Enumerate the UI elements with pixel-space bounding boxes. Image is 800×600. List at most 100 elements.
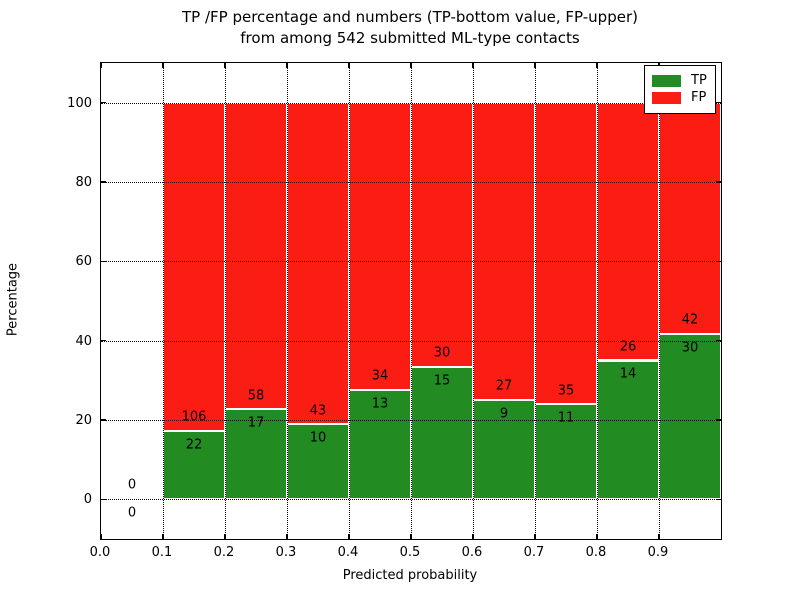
x-axis-label: Predicted probability — [342, 568, 478, 583]
x-tick-bottom — [100, 534, 102, 539]
fp-count-label: 58 — [247, 388, 265, 404]
x-tick-label: 0.1 — [151, 545, 173, 560]
fp-swatch-icon — [652, 92, 681, 104]
bar-fp-segment — [287, 102, 349, 425]
x-tick-top — [224, 63, 226, 68]
fp-count-label: 27 — [495, 378, 513, 394]
bar-fp-segment — [597, 102, 659, 361]
bar-fp-segment — [473, 102, 535, 401]
legend-label: FP — [691, 90, 707, 105]
y-tick-label: 20 — [75, 413, 92, 428]
x-gridline — [287, 63, 288, 539]
tp-count-label: 10 — [309, 430, 327, 446]
legend-label: TP — [691, 73, 707, 88]
tp-count-label: 11 — [557, 410, 575, 426]
x-tick-bottom — [348, 534, 350, 539]
legend-item: FP — [652, 91, 707, 105]
bar-tp-segment — [225, 409, 287, 500]
y-gridline — [101, 340, 721, 342]
y-tick-left — [101, 339, 106, 342]
y-tick-right — [716, 419, 721, 421]
plot-area: 0 0 106 22 58 17 43 10 34 13 30 15 27 9 35 11 26 14 42 30 — [100, 62, 722, 540]
bar-fp-segment — [411, 102, 473, 368]
y-tick-right — [716, 101, 721, 104]
x-tick-bottom — [286, 534, 288, 539]
tp-swatch-icon — [652, 75, 681, 87]
bar-fp-segment — [163, 102, 225, 432]
tp-count-label: 13 — [371, 396, 389, 411]
y-gridline — [101, 420, 721, 421]
x-tick-top — [348, 63, 350, 68]
x-gridline — [659, 63, 660, 539]
y-tick-right — [716, 181, 721, 183]
x-tick-top — [472, 63, 474, 68]
y-gridline — [101, 261, 721, 263]
tp-count-label: 17 — [247, 415, 265, 431]
x-tick-top — [286, 63, 288, 68]
x-gridline — [473, 63, 474, 539]
x-tick-label: 0.3 — [275, 545, 297, 560]
y-tick-label: 0 — [83, 492, 92, 508]
x-tick-label: 0.0 — [89, 545, 111, 560]
tp-count-label: 9 — [499, 406, 509, 422]
x-gridline — [349, 63, 350, 539]
x-gridline — [535, 63, 536, 539]
x-tick-bottom — [224, 534, 226, 539]
y-tick-right — [716, 260, 721, 263]
y-tick-label: 40 — [75, 333, 92, 349]
y-tick-label: 80 — [75, 175, 92, 190]
fp-count-label: 30 — [433, 345, 451, 361]
y-gridline — [101, 182, 721, 183]
y-tick-left — [101, 419, 106, 421]
fp-count-label: 35 — [557, 383, 575, 399]
tp-count-label: 14 — [619, 366, 637, 382]
x-tick-label: 0.2 — [213, 545, 235, 560]
x-gridline — [411, 63, 412, 539]
x-tick-top — [162, 63, 164, 68]
bar-tp-segment — [473, 400, 535, 500]
x-tick-bottom — [534, 534, 536, 539]
x-tick-top — [100, 63, 102, 68]
bar-tp-segment — [411, 367, 473, 500]
x-tick-bottom — [162, 534, 164, 539]
x-tick-label: 0.7 — [523, 545, 545, 560]
fp-count-label: 106 — [181, 409, 207, 425]
tp-count-label: 0 — [127, 505, 137, 521]
bar-tp-segment — [659, 334, 721, 500]
y-tick-left — [101, 181, 106, 183]
bar-fp-segment — [349, 102, 411, 390]
y-tick-label: 100 — [67, 95, 92, 111]
y-tick-left — [101, 260, 106, 263]
fp-count-label: 0 — [127, 477, 137, 493]
y-tick-right — [716, 498, 721, 501]
tp-count-label: 30 — [681, 340, 699, 356]
y-gridline — [101, 102, 721, 104]
fp-count-label: 34 — [371, 368, 389, 384]
x-tick-label: 0.5 — [399, 545, 421, 560]
chart-title-line2: from among 542 submitted ML-type contact… — [240, 29, 580, 47]
chart-title: TP /FP percentage and numbers (TP-bottom… — [100, 7, 720, 49]
x-gridline — [225, 63, 226, 539]
x-tick-top — [534, 63, 536, 68]
legend: TP FP — [644, 65, 716, 114]
x-tick-bottom — [596, 534, 598, 539]
fp-count-label: 26 — [619, 339, 637, 355]
x-tick-bottom — [410, 534, 412, 539]
y-tick-left — [101, 498, 106, 501]
tp-count-label: 15 — [433, 373, 451, 389]
chart-title-line1: TP /FP percentage and numbers (TP-bottom… — [182, 8, 638, 26]
x-tick-label: 0.4 — [337, 545, 359, 560]
fp-count-label: 43 — [309, 403, 327, 419]
x-gridline — [163, 63, 164, 539]
bar-fp-segment — [225, 102, 287, 410]
x-tick-label: 0.8 — [585, 545, 607, 560]
legend-item: TP — [652, 74, 707, 88]
x-tick-top — [596, 63, 598, 68]
y-tick-label: 60 — [75, 254, 92, 270]
fp-count-label: 42 — [681, 312, 699, 328]
y-gridline — [101, 499, 721, 501]
tp-count-label: 22 — [185, 437, 203, 453]
x-tick-bottom — [472, 534, 474, 539]
x-tick-label: 0.9 — [647, 545, 669, 560]
